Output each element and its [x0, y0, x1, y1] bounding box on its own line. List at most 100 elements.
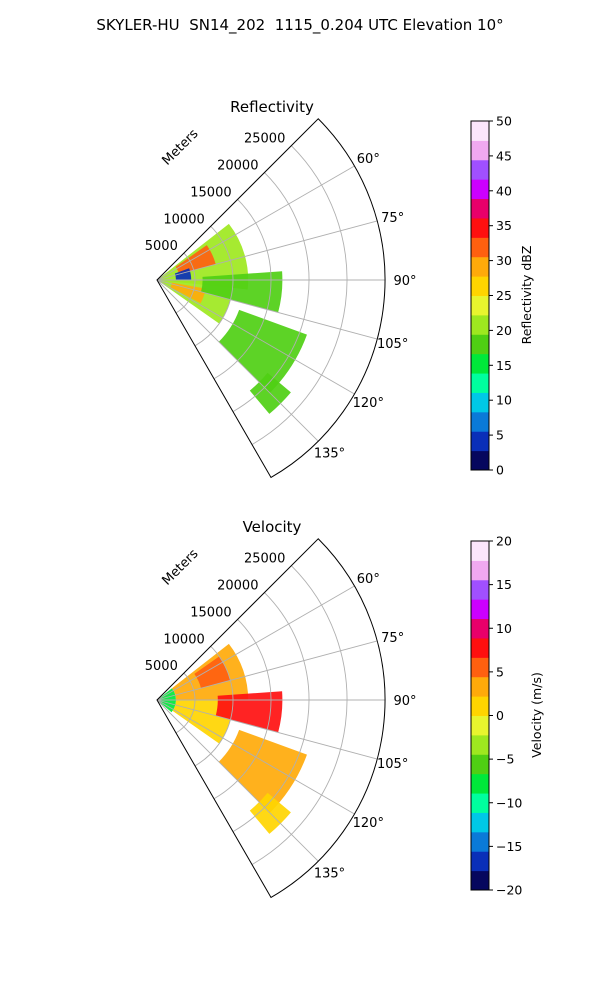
colorbar-tick-label: 35	[496, 218, 512, 233]
azimuth-tick-label: 60°	[357, 572, 380, 587]
azimuth-gridline-60	[156, 165, 355, 281]
colorbar-segment	[471, 256, 489, 277]
colorbar-segment	[471, 754, 489, 775]
colorbar-segment	[471, 541, 489, 561]
colorbar-segment	[471, 851, 489, 872]
colorbar-segment	[471, 734, 489, 755]
azimuth-gridline-105	[156, 279, 378, 340]
colorbar-tick-label: 15	[496, 358, 512, 373]
figure-title: SKYLER-HU SN14_202 1115_0.204 UTC Elevat…	[96, 16, 504, 34]
colorbar-segment	[471, 676, 489, 697]
range-ring-15000	[213, 619, 272, 800]
colorbar-tick-label: −5	[496, 752, 514, 767]
echo-region-5	[201, 271, 283, 313]
colorbar-tick-label: 50	[496, 114, 512, 129]
colorbar-segment	[471, 431, 489, 452]
colorbar-segment	[471, 831, 489, 852]
azimuth-tick-label: 75°	[381, 211, 404, 226]
colorbar-segment	[471, 179, 489, 200]
range-ring-25000	[251, 565, 348, 865]
colorbar-segment	[471, 314, 489, 335]
colorbar-tick-label: 20	[496, 323, 512, 338]
colorbar-segment	[471, 121, 489, 141]
range-ring-5000	[175, 252, 196, 314]
azimuth-gridline-135	[156, 699, 319, 862]
colorbar-segment	[471, 793, 489, 813]
range-ring-5000	[175, 672, 196, 734]
range-tick-label: 15000	[190, 605, 231, 620]
colorbar-tick-label: 45	[496, 148, 512, 163]
colorbar-segment	[471, 715, 489, 736]
azimuth-gridline-75	[156, 640, 378, 701]
velocity-range-unit-label: Meters	[160, 546, 202, 588]
colorbar-segment	[471, 812, 489, 833]
velocity-colorbar: Velocity (m/s) −20 −15 −10 −5 0 5 10 15 20	[470, 534, 544, 898]
sector-outline	[156, 118, 386, 479]
range-tick-label: 15000	[190, 185, 231, 200]
colorbar-segment	[471, 657, 489, 678]
azimuth-gridline-120	[156, 279, 355, 395]
colorbar-tick-label: 10	[496, 393, 512, 408]
colorbar-tick-label: 0	[496, 463, 504, 478]
colorbar-segment	[471, 334, 489, 355]
azimuth-gridline-60	[156, 585, 355, 701]
azimuth-gridline-135	[156, 279, 319, 442]
colorbar-segment	[471, 618, 489, 639]
colorbar-segment	[471, 450, 489, 471]
azimuth-tick-label: 60°	[357, 152, 380, 167]
range-tick-label: 10000	[163, 212, 204, 227]
velocity-panel: Velocity 60° 75° 90° 105° 120° 135° 5000 10000 1…	[145, 518, 417, 899]
range-tick-label: 20000	[217, 159, 258, 174]
echo-region-6	[218, 309, 307, 393]
range-tick-label: 5000	[145, 239, 178, 254]
colorbar-tick-label: 5	[496, 428, 504, 443]
reflectivity-range-unit-label: Meters	[160, 126, 202, 168]
colorbar-segment	[471, 560, 489, 581]
echo-region-2	[174, 268, 192, 280]
colorbar-tick-label: 20	[496, 534, 512, 549]
colorbar-segment	[471, 198, 489, 219]
colorbar-segment	[471, 870, 489, 891]
azimuth-tick-label: 135°	[314, 867, 345, 882]
velocity-echoes	[158, 643, 307, 834]
colorbar-segment	[471, 217, 489, 238]
reflectivity-panel: Reflectivity 60° 75° 90° 105° 120° 135° 5000 10…	[145, 98, 417, 479]
range-tick-label: 25000	[244, 552, 285, 567]
range-tick-label: 10000	[163, 632, 204, 647]
range-tick-label: 20000	[217, 579, 258, 594]
range-ring-10000	[194, 225, 234, 347]
velocity-title: Velocity	[243, 518, 302, 536]
colorbar-tick-label: −10	[496, 795, 522, 810]
reflectivity-colorbar-label: Reflectivity dBZ	[519, 246, 534, 345]
colorbar-segment	[471, 773, 489, 794]
range-ring-25000	[251, 145, 348, 445]
colorbar-segment	[471, 637, 489, 658]
azimuth-tick-label: 90°	[393, 694, 416, 709]
azimuth-gridline-75	[156, 220, 378, 281]
colorbar-tick-label: 15	[496, 577, 512, 592]
colorbar-segment	[471, 373, 489, 393]
colorbar-segment	[471, 392, 489, 413]
reflectivity-title: Reflectivity	[230, 98, 314, 116]
azimuth-gridline-120	[156, 699, 355, 815]
reflectivity-colorbar: Reflectivity dBZ 0 5 10 15 20 25 30 35 40 45 50	[470, 114, 534, 478]
colorbar-tick-label: 5	[496, 664, 504, 679]
azimuth-tick-label: 75°	[381, 631, 404, 646]
colorbar-tick-label: 10	[496, 621, 512, 636]
colorbar-segment	[471, 295, 489, 316]
colorbar-tick-label: 30	[496, 253, 512, 268]
echo-region-4	[170, 282, 206, 304]
azimuth-tick-label: 120°	[353, 396, 384, 411]
range-ring-15000	[213, 199, 272, 380]
colorbar-segment	[471, 276, 489, 296]
velocity-grid	[156, 538, 386, 899]
colorbar-segment	[471, 411, 489, 432]
colorbar-tick-label: −15	[496, 839, 522, 854]
range-tick-label: 5000	[145, 659, 178, 674]
colorbar-segment	[471, 696, 489, 716]
range-ring-10000	[194, 645, 234, 767]
reflectivity-grid	[156, 118, 386, 479]
range-tick-label: 25000	[244, 132, 285, 147]
echo-region-2	[194, 656, 231, 689]
